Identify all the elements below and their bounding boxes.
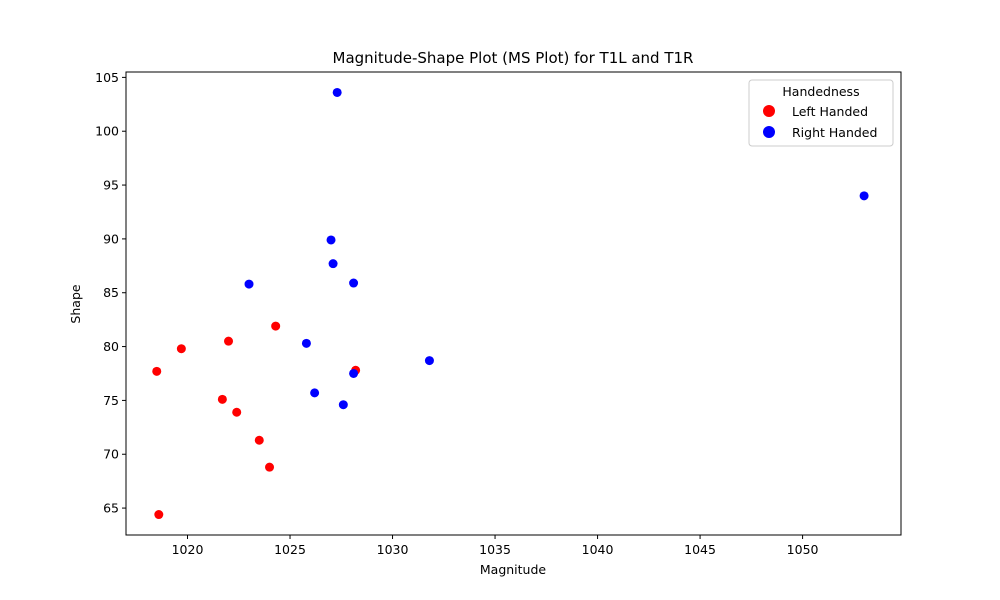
- y-tick-label: 95: [103, 178, 119, 193]
- scatter-points: [152, 87, 869, 520]
- point-right-handed: [338, 400, 348, 410]
- point-left-handed: [271, 321, 281, 331]
- y-tick-label: 75: [103, 393, 119, 408]
- legend-title: Handedness: [782, 84, 859, 99]
- y-axis-ticks: 65 70 75 80 85 90 95 100 105: [95, 70, 126, 516]
- y-axis-label: Shape: [68, 284, 83, 323]
- x-tick-label: 1050: [787, 542, 819, 557]
- point-left-handed: [265, 462, 275, 472]
- point-right-handed: [332, 87, 342, 97]
- legend-box: [748, 79, 894, 147]
- legend: Handedness Left Handed Right Handed: [748, 79, 894, 147]
- x-axis-label: Magnitude: [480, 562, 547, 577]
- x-tick-label: 1030: [377, 542, 409, 557]
- point-left-handed: [254, 435, 264, 445]
- x-tick-label: 1020: [172, 542, 204, 557]
- point-right-handed: [349, 368, 359, 378]
- point-right-handed: [859, 191, 869, 201]
- point-right-handed: [244, 279, 254, 289]
- legend-label-right-handed: Right Handed: [792, 125, 877, 140]
- y-tick-label: 90: [103, 231, 119, 246]
- legend-marker-left-handed: [763, 105, 775, 117]
- point-left-handed: [217, 394, 227, 404]
- point-right-handed: [424, 356, 434, 366]
- chart-title: Magnitude-Shape Plot (MS Plot) for T1L a…: [333, 49, 694, 67]
- point-left-handed: [232, 407, 242, 417]
- x-tick-label: 1025: [274, 542, 306, 557]
- y-tick-label: 100: [95, 124, 119, 139]
- legend-marker-right-handed: [763, 126, 775, 138]
- y-tick-label: 70: [103, 447, 119, 462]
- point-left-handed: [176, 344, 186, 354]
- point-left-handed: [224, 336, 234, 346]
- point-right-handed: [301, 338, 311, 348]
- y-tick-label: 105: [95, 70, 119, 85]
- y-tick-label: 65: [103, 501, 119, 516]
- x-axis-ticks: 1020 1025 1030 1035 1040 1045 1050: [172, 535, 819, 557]
- point-right-handed: [349, 278, 359, 288]
- y-tick-label: 85: [103, 285, 119, 300]
- point-right-handed: [328, 259, 338, 269]
- x-tick-label: 1040: [582, 542, 614, 557]
- plot-area: [125, 71, 902, 536]
- point-right-handed: [310, 388, 320, 398]
- point-left-handed: [152, 366, 162, 376]
- y-tick-label: 80: [103, 339, 119, 354]
- x-tick-label: 1035: [479, 542, 511, 557]
- x-tick-label: 1045: [684, 542, 716, 557]
- point-left-handed: [154, 510, 164, 520]
- point-right-handed: [326, 235, 336, 245]
- legend-label-left-handed: Left Handed: [792, 104, 868, 119]
